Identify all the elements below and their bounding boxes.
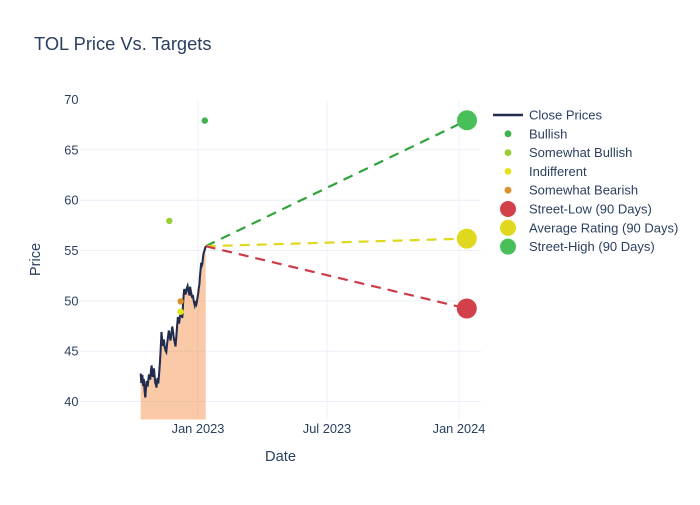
svg-text:65: 65	[64, 142, 78, 157]
svg-text:50: 50	[64, 293, 78, 308]
svg-text:Price: Price	[28, 243, 44, 276]
svg-text:TOL Price Vs. Targets: TOL Price Vs. Targets	[34, 33, 211, 54]
svg-text:Jan 2024: Jan 2024	[433, 421, 486, 436]
svg-text:Street-Low (90 Days): Street-Low (90 Days)	[529, 202, 652, 217]
svg-text:40: 40	[64, 394, 78, 409]
svg-text:Average Rating (90 Days): Average Rating (90 Days)	[529, 220, 678, 235]
svg-text:60: 60	[64, 193, 78, 208]
svg-text:Jul 2023: Jul 2023	[303, 421, 351, 436]
svg-text:Somewhat Bullish: Somewhat Bullish	[529, 145, 632, 160]
svg-text:Somewhat Bearish: Somewhat Bearish	[529, 183, 638, 198]
svg-text:Close Prices: Close Prices	[529, 108, 602, 123]
svg-text:Date: Date	[265, 449, 296, 465]
svg-text:Street-High (90 Days): Street-High (90 Days)	[529, 239, 655, 254]
svg-text:Bullish: Bullish	[529, 126, 567, 141]
svg-text:70: 70	[64, 92, 78, 107]
svg-text:Jan 2023: Jan 2023	[172, 421, 225, 436]
svg-text:Indifferent: Indifferent	[529, 164, 587, 179]
svg-text:55: 55	[64, 243, 78, 258]
svg-text:45: 45	[64, 344, 78, 359]
